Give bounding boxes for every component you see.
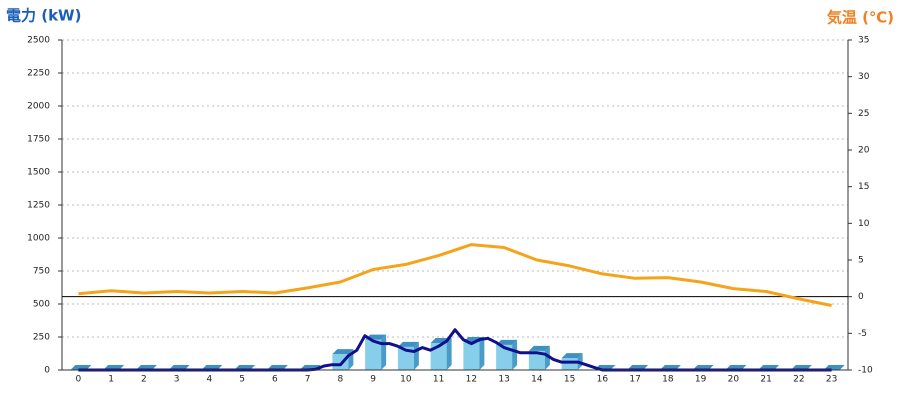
y-tick-label: 1750 [27,135,50,145]
bar [365,334,387,370]
x-tick-label: 13 [498,375,509,385]
bar-face [463,342,480,370]
y-tick-label: 1500 [27,168,50,178]
y-tick-label: 750 [33,267,50,277]
y2-tick-label: -5 [858,329,867,339]
y2-tick-label: 20 [858,146,870,156]
bar [430,337,452,370]
bar-face [397,341,419,347]
bar-face [544,345,550,370]
y-tick-label: 1000 [27,234,50,244]
bar-face [561,358,578,370]
bar-face [528,350,545,370]
bar-face [365,339,382,370]
x-tick-label: 20 [728,375,740,385]
y-tick-label: 2500 [27,36,50,46]
bar-face [496,339,518,345]
y-tick-label: 500 [33,300,50,310]
x-tick-label: 4 [207,375,213,385]
bar [397,341,419,370]
x-tick-label: 14 [531,375,543,385]
x-tick-label: 16 [597,375,609,385]
x-tick-label: 18 [662,375,674,385]
bar-face [332,349,354,355]
x-tick-label: 22 [793,375,804,385]
x-tick-label: 8 [338,375,344,385]
x-tick-label: 21 [760,375,771,385]
bar-face [528,345,550,351]
x-tick-label: 12 [466,375,477,385]
x-tick-label: 7 [305,375,311,385]
x-tick-label: 19 [695,375,707,385]
bar-face [561,353,583,359]
y2-tick-label: 25 [858,109,869,119]
x-tick-label: 15 [564,375,575,385]
right-axis-title: 気温 (℃) [827,9,894,27]
y2-tick-label: 10 [858,219,870,229]
x-tick-label: 6 [272,375,278,385]
x-tick-label: 5 [239,375,245,385]
bar-face [496,344,513,370]
bar [528,345,550,370]
line [78,328,832,372]
y-tick-label: 0 [44,366,50,376]
bar-face [479,337,485,370]
x-tick-label: 23 [826,375,837,385]
y2-tick-label: 15 [858,182,869,192]
y-tick-label: 1250 [27,201,50,211]
bar-face [446,337,452,370]
bar-face [381,334,387,370]
y2-tick-label: 5 [858,256,864,266]
x-tick-label: 11 [433,375,444,385]
bar [496,339,518,370]
y2-tick-label: -10 [858,366,873,376]
x-tick-label: 17 [629,375,640,385]
x-tick-label: 0 [76,375,82,385]
bar-face [397,346,414,370]
y2-tick-label: 0 [858,292,864,302]
left-axis-title: 電力 (kW) [6,7,81,25]
line [78,243,832,307]
x-tick-label: 10 [400,375,412,385]
y-tick-label: 250 [33,333,50,343]
x-tick-label: 3 [174,375,180,385]
x-tick-label: 1 [108,375,114,385]
y2-tick-label: 30 [858,72,870,82]
y-tick-label: 2250 [27,69,50,79]
x-tick-label: 2 [141,375,147,385]
bar [332,349,354,370]
bar-face [512,339,518,370]
x-tick-label: 9 [370,375,376,385]
y-tick-label: 2000 [27,102,50,112]
y2-tick-label: 35 [858,36,869,46]
